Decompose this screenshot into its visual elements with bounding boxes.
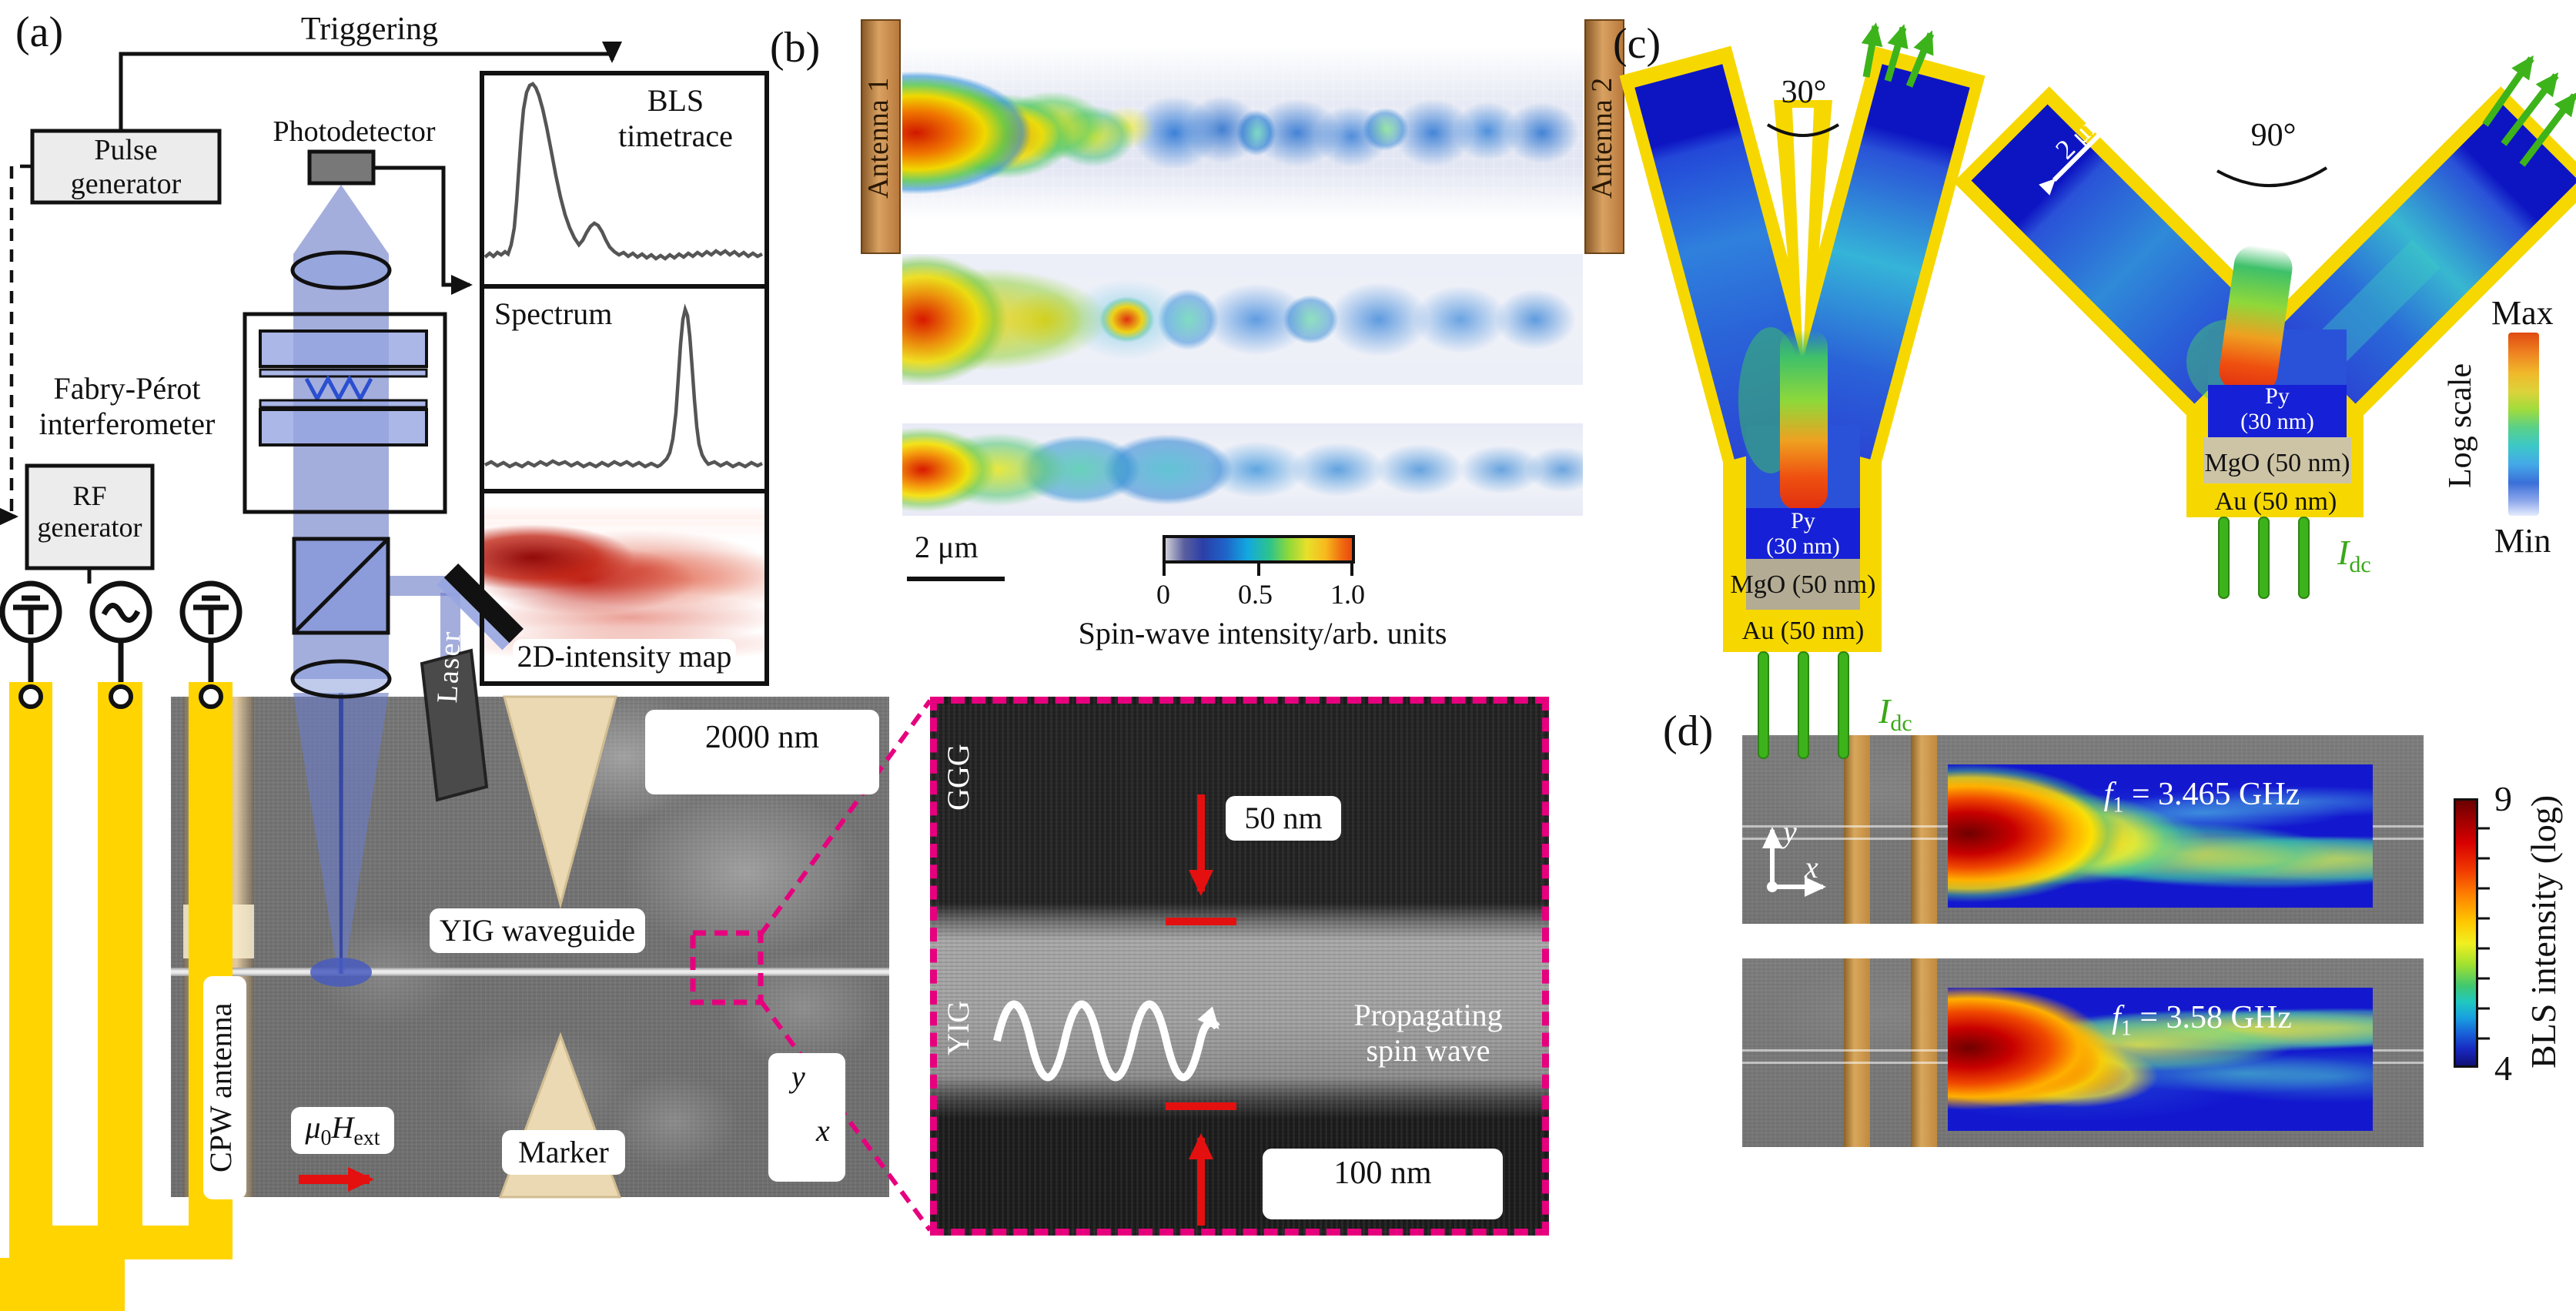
freq1-label: f1 = 3.465 GHz bbox=[2103, 777, 2300, 818]
cb-b-tick-0: 0 bbox=[1156, 579, 1170, 610]
rf-generator-box bbox=[25, 463, 155, 570]
cpw-pads bbox=[0, 682, 233, 1311]
panel-c-label: (c) bbox=[1613, 20, 1661, 68]
sem-d-bottom bbox=[1742, 958, 2424, 1147]
inset-sem-cross-section bbox=[930, 697, 1549, 1236]
idc-label-left: Idc bbox=[1878, 691, 1912, 737]
ac-source-symbol bbox=[89, 580, 152, 682]
cb-d-caption: BLS intensity (log) bbox=[2524, 794, 2563, 1069]
trigger-line bbox=[119, 42, 622, 131]
propagating-label: Propagating spin wave bbox=[1353, 998, 1503, 1068]
laser-label: Laser bbox=[431, 629, 467, 704]
spinwave-map-simulation-1 bbox=[902, 254, 1583, 385]
colorbar-c bbox=[2508, 333, 2539, 516]
idc-label-right: Idc bbox=[2337, 533, 2371, 578]
colorbar-b bbox=[1163, 535, 1355, 564]
pad-contact bbox=[199, 684, 223, 709]
photodetector-label: Photodetector bbox=[273, 115, 436, 148]
au-label-left: Au (50 nm) bbox=[1741, 617, 1865, 645]
gold-antenna-strip bbox=[1844, 735, 1870, 924]
py-label-right: Py (30 nm) bbox=[2240, 383, 2314, 434]
legend-log-scale: Log scale bbox=[2443, 363, 2478, 488]
axis-x-label: x bbox=[816, 1113, 830, 1148]
ggg-label: GGG bbox=[941, 744, 975, 811]
au-label-right: Au (50 nm) bbox=[2214, 487, 2337, 516]
scalebar-d-label: 1 μm bbox=[1748, 1164, 1812, 1199]
angle-90-label: 90° bbox=[2250, 118, 2297, 153]
cpw-antenna-label: CPW antenna bbox=[203, 976, 246, 1199]
scalebar-b-label: 2 μm bbox=[915, 530, 979, 564]
cb-b-tick-05: 0.5 bbox=[1238, 579, 1273, 610]
detector-signal-line bbox=[373, 166, 473, 295]
legend-max: Max bbox=[2491, 294, 2554, 332]
panel-d-label: (d) bbox=[1663, 707, 1714, 755]
rf-generator-label: RF generator bbox=[37, 480, 142, 543]
spinwave-map-experimental bbox=[902, 46, 1583, 219]
marker-label: Marker bbox=[502, 1130, 625, 1175]
yig-waveguide-label: YIG waveguide bbox=[430, 908, 645, 953]
cb-b-tick-10: 1.0 bbox=[1330, 579, 1365, 610]
spinwave-map-simulation-2 bbox=[902, 423, 1583, 516]
pulse-generator-box bbox=[30, 129, 222, 205]
mgo-label-left: MgO (50 nm) bbox=[1730, 570, 1876, 599]
gold-antenna-strip bbox=[1911, 958, 1937, 1147]
fabry-perot bbox=[243, 312, 447, 514]
antenna2-bar: Antenna 2 bbox=[1584, 19, 1624, 254]
py-label-left: Py (30 nm) bbox=[1766, 508, 1840, 559]
mgo-label-right: MgO (50 nm) bbox=[2204, 449, 2350, 477]
pad-contact bbox=[109, 684, 133, 709]
freq2-label: f1 = 3.58 GHz bbox=[2112, 1000, 2292, 1041]
gold-antenna-strip bbox=[1911, 735, 1937, 924]
axis-y-label: y bbox=[791, 1059, 805, 1094]
antenna1-bar: Antenna 1 bbox=[861, 19, 901, 254]
laser-body bbox=[420, 648, 489, 802]
gold-antenna-strip bbox=[1844, 958, 1870, 1147]
colorbar-d-ticks bbox=[2478, 827, 2490, 1040]
map2d-label: 2D-intensity map bbox=[513, 639, 736, 674]
bls-overlay-358 bbox=[1948, 988, 2373, 1131]
triggering-label: Triggering bbox=[300, 12, 439, 47]
ground-symbol-right bbox=[179, 580, 243, 682]
axes-a-box: y x bbox=[768, 1053, 845, 1182]
axis-d-x: x bbox=[1805, 850, 1818, 885]
field-label: μ0Hext bbox=[291, 1107, 394, 1155]
legend-min: Min bbox=[2494, 522, 2551, 560]
bls-timetrace-label: BLS timetrace bbox=[618, 83, 733, 153]
yig-label: YIG bbox=[941, 1000, 975, 1055]
colorbar-d bbox=[2454, 798, 2478, 1068]
beam-splitter bbox=[292, 537, 390, 635]
axes-d bbox=[1762, 827, 1826, 897]
scalebar-100nm: 100 nm bbox=[1263, 1149, 1503, 1219]
scalebar-2000nm: 2000 nm bbox=[645, 710, 879, 794]
axis-d-y: y bbox=[1783, 814, 1797, 849]
fabry-perot-label: Fabry-Pérot interferometer bbox=[38, 371, 216, 441]
pulse-generator-label: Pulse generator bbox=[70, 134, 182, 200]
spectrum-label: Spectrum bbox=[494, 296, 613, 331]
cb-b-caption: Spin-wave intensity/arb. units bbox=[1078, 616, 1447, 650]
sem-d-top bbox=[1742, 735, 2424, 924]
lens-upper bbox=[290, 250, 392, 290]
photodetector-box bbox=[307, 149, 376, 186]
cb-d-max: 9 bbox=[2494, 779, 2512, 818]
cb-d-min: 4 bbox=[2494, 1048, 2512, 1088]
angle-30-label: 30° bbox=[1781, 75, 1827, 110]
panel-b-label: (b) bbox=[770, 24, 821, 72]
pulse-to-rf-dashed-line bbox=[0, 164, 32, 527]
sem-waveguide-line bbox=[171, 968, 889, 976]
lens-lower bbox=[290, 659, 392, 699]
y-structure-90 bbox=[1953, 55, 2576, 599]
thickness-50nm-label: 50 nm bbox=[1226, 796, 1341, 841]
bls-stack bbox=[480, 71, 769, 686]
bls-overlay-3465 bbox=[1948, 764, 2373, 908]
panel-a-label: (a) bbox=[15, 8, 64, 56]
pad-contact bbox=[18, 684, 43, 709]
scalebar-b bbox=[907, 564, 1353, 581]
ground-symbol-left bbox=[0, 580, 62, 682]
y-structure-30 bbox=[1619, 22, 1986, 759]
